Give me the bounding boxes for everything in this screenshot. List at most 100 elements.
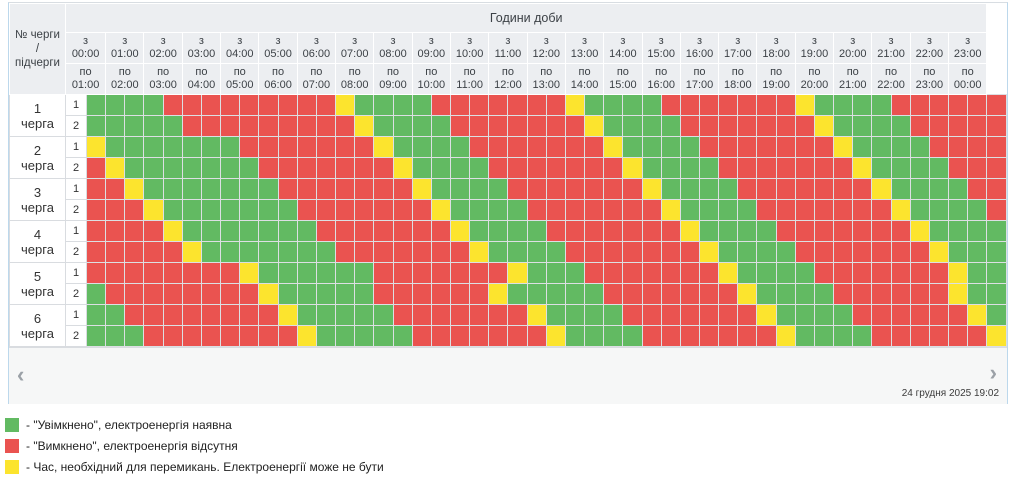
schedule-cell-on xyxy=(85,304,107,326)
schedule-cell-off xyxy=(545,136,566,158)
schedule-row: 3 черга 1 xyxy=(9,178,1007,221)
schedule-cell-on xyxy=(948,199,969,221)
schedule-cell-off xyxy=(775,157,796,179)
next-chevron-icon[interactable]: › xyxy=(989,360,997,385)
schedule-cell-off xyxy=(660,304,681,326)
schedule-cell-off xyxy=(948,94,969,116)
schedule-cell-maybe xyxy=(948,262,969,284)
hour-from-header: з 22:00 xyxy=(909,32,950,64)
schedule-cell-off xyxy=(603,283,624,305)
schedule-cell-off xyxy=(315,199,337,221)
schedule-cell-off xyxy=(813,157,835,179)
schedule-cell-on xyxy=(335,283,356,305)
schedule-cell-off xyxy=(124,241,145,263)
hours-title: Години доби xyxy=(64,3,988,33)
schedule-cell-off xyxy=(928,304,950,326)
schedule-row: 2 xyxy=(10,325,1007,347)
subqueue-label: 2 xyxy=(65,199,87,221)
schedule-cell-off xyxy=(852,178,873,200)
schedule-cell-off xyxy=(430,94,451,116)
schedule-cell-off xyxy=(737,157,758,179)
hour-to-header: по 01:00 xyxy=(64,63,107,95)
schedule-cell-on xyxy=(220,241,241,263)
schedule-cell-off xyxy=(813,220,835,242)
schedule-cell-on xyxy=(411,115,432,137)
schedule-cell-on xyxy=(85,115,107,137)
schedule-cell-maybe xyxy=(354,115,375,137)
hour-from-header: з 01:00 xyxy=(105,32,145,64)
schedule-cell-maybe xyxy=(718,262,739,284)
schedule-cell-off xyxy=(449,283,471,305)
schedule-cell-maybe xyxy=(411,178,432,200)
hour-from-header: з 07:00 xyxy=(335,32,375,64)
schedule-cell-maybe xyxy=(296,325,317,347)
schedule-cell-off xyxy=(794,178,815,200)
schedule-cell-on xyxy=(220,199,241,221)
schedule-cell-on xyxy=(833,304,854,326)
hour-from-header: з 02:00 xyxy=(143,32,183,64)
hour-from-header: з 21:00 xyxy=(871,32,911,64)
hour-from-header: з 10:00 xyxy=(449,32,490,64)
schedule-cell-off xyxy=(641,199,662,221)
schedule-cell-maybe xyxy=(603,136,624,158)
schedule-cell-off xyxy=(181,283,202,305)
schedule-cell-on xyxy=(507,241,528,263)
schedule-cell-off xyxy=(986,94,1007,116)
schedule-cell-on xyxy=(756,262,777,284)
schedule-cell-off xyxy=(794,199,815,221)
schedule-cell-on xyxy=(584,94,605,116)
schedule-cell-off xyxy=(545,220,566,242)
schedule-cell-off xyxy=(488,157,509,179)
schedule-cell-off xyxy=(986,115,1007,137)
schedule-cell-maybe xyxy=(967,304,988,326)
schedule-cell-off xyxy=(488,94,509,116)
schedule-cell-on xyxy=(756,283,777,305)
schedule-cell-on xyxy=(373,325,394,347)
schedule-cell-off xyxy=(162,325,183,347)
hour-from-header: з 06:00 xyxy=(296,32,337,64)
schedule-cell-maybe xyxy=(737,283,758,305)
hour-from-row: з 00:00 з 01:00 з 02:00 з 03:00 з 04:00 з 05:00 з 06:… xyxy=(10,32,1007,64)
schedule-cell-on xyxy=(200,157,222,179)
schedule-cell-on xyxy=(488,241,509,263)
schedule-cell-on xyxy=(603,325,624,347)
schedule-cell-off xyxy=(296,94,317,116)
schedule-cell-on xyxy=(143,115,164,137)
schedule-cell-on xyxy=(354,94,375,116)
schedule-cell-on xyxy=(967,283,988,305)
hour-to-header: по 02:00 xyxy=(105,63,145,95)
schedule-cell-off xyxy=(315,94,337,116)
schedule-cell-off xyxy=(411,325,432,347)
schedule-cell-on xyxy=(698,157,720,179)
schedule-cell-on xyxy=(258,199,279,221)
schedule-cell-off xyxy=(392,304,413,326)
schedule-cell-off xyxy=(679,241,701,263)
schedule-cell-off xyxy=(105,262,126,284)
schedule-cell-off xyxy=(507,94,528,116)
schedule-cell-on xyxy=(105,325,126,347)
schedule-cell-on xyxy=(392,94,413,116)
schedule-cell-on xyxy=(890,178,911,200)
schedule-cell-off xyxy=(756,157,777,179)
schedule-cell-maybe xyxy=(928,241,950,263)
hour-from-header: з 00:00 xyxy=(64,32,107,64)
schedule-cell-off xyxy=(928,283,950,305)
schedule-cell-on xyxy=(392,115,413,137)
schedule-cell-off xyxy=(449,304,471,326)
hour-to-header: по 18:00 xyxy=(718,63,758,95)
hour-to-header: по 05:00 xyxy=(220,63,260,95)
schedule-cell-off xyxy=(124,262,145,284)
schedule-cell-off xyxy=(641,220,662,242)
schedule-cell-off xyxy=(871,199,892,221)
schedule-cell-off xyxy=(85,157,107,179)
schedule-cell-on xyxy=(775,304,796,326)
schedule-cell-maybe xyxy=(277,304,298,326)
schedule-cell-off xyxy=(698,304,720,326)
subqueue-label: 2 xyxy=(65,283,87,305)
schedule-cell-off xyxy=(507,136,528,158)
schedule-cell-off xyxy=(296,157,317,179)
hour-to-header: по 14:00 xyxy=(564,63,605,95)
schedule-cell-off xyxy=(756,199,777,221)
prev-chevron-icon[interactable]: ‹ xyxy=(17,362,25,387)
schedule-cell-on xyxy=(986,220,1007,242)
